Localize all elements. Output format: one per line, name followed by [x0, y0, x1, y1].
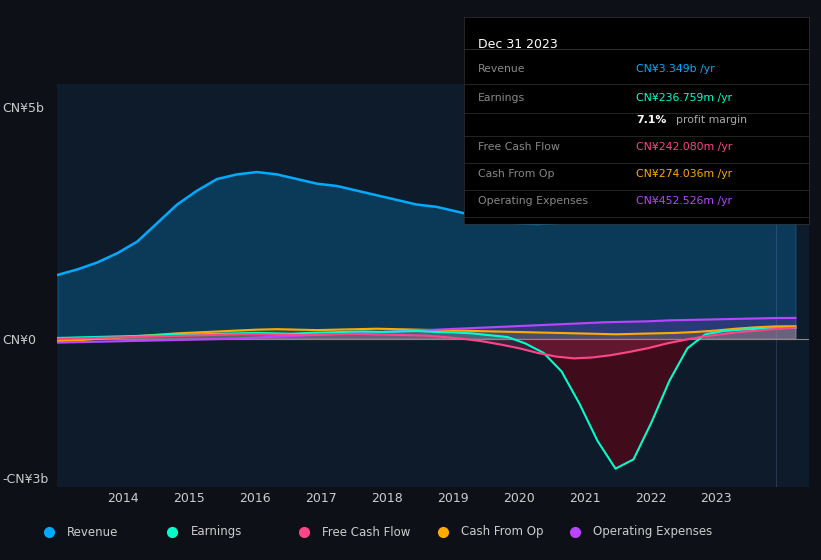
Text: Revenue: Revenue — [67, 525, 119, 539]
Text: CN¥242.080m /yr: CN¥242.080m /yr — [636, 142, 732, 152]
Text: Earnings: Earnings — [190, 525, 242, 539]
Text: profit margin: profit margin — [676, 115, 747, 125]
Text: Revenue: Revenue — [478, 64, 525, 73]
Text: CN¥274.036m /yr: CN¥274.036m /yr — [636, 169, 732, 179]
Text: CN¥452.526m /yr: CN¥452.526m /yr — [636, 196, 732, 206]
Text: Free Cash Flow: Free Cash Flow — [478, 142, 560, 152]
Text: Dec 31 2023: Dec 31 2023 — [478, 38, 557, 50]
Text: Free Cash Flow: Free Cash Flow — [322, 525, 410, 539]
Text: CN¥236.759m /yr: CN¥236.759m /yr — [636, 92, 732, 102]
Text: Operating Expenses: Operating Expenses — [478, 196, 588, 206]
Text: Operating Expenses: Operating Expenses — [593, 525, 712, 539]
Text: Earnings: Earnings — [478, 92, 525, 102]
Text: Cash From Op: Cash From Op — [478, 169, 554, 179]
Text: Cash From Op: Cash From Op — [461, 525, 544, 539]
Text: 7.1%: 7.1% — [636, 115, 667, 125]
Text: CN¥3.349b /yr: CN¥3.349b /yr — [636, 64, 715, 73]
